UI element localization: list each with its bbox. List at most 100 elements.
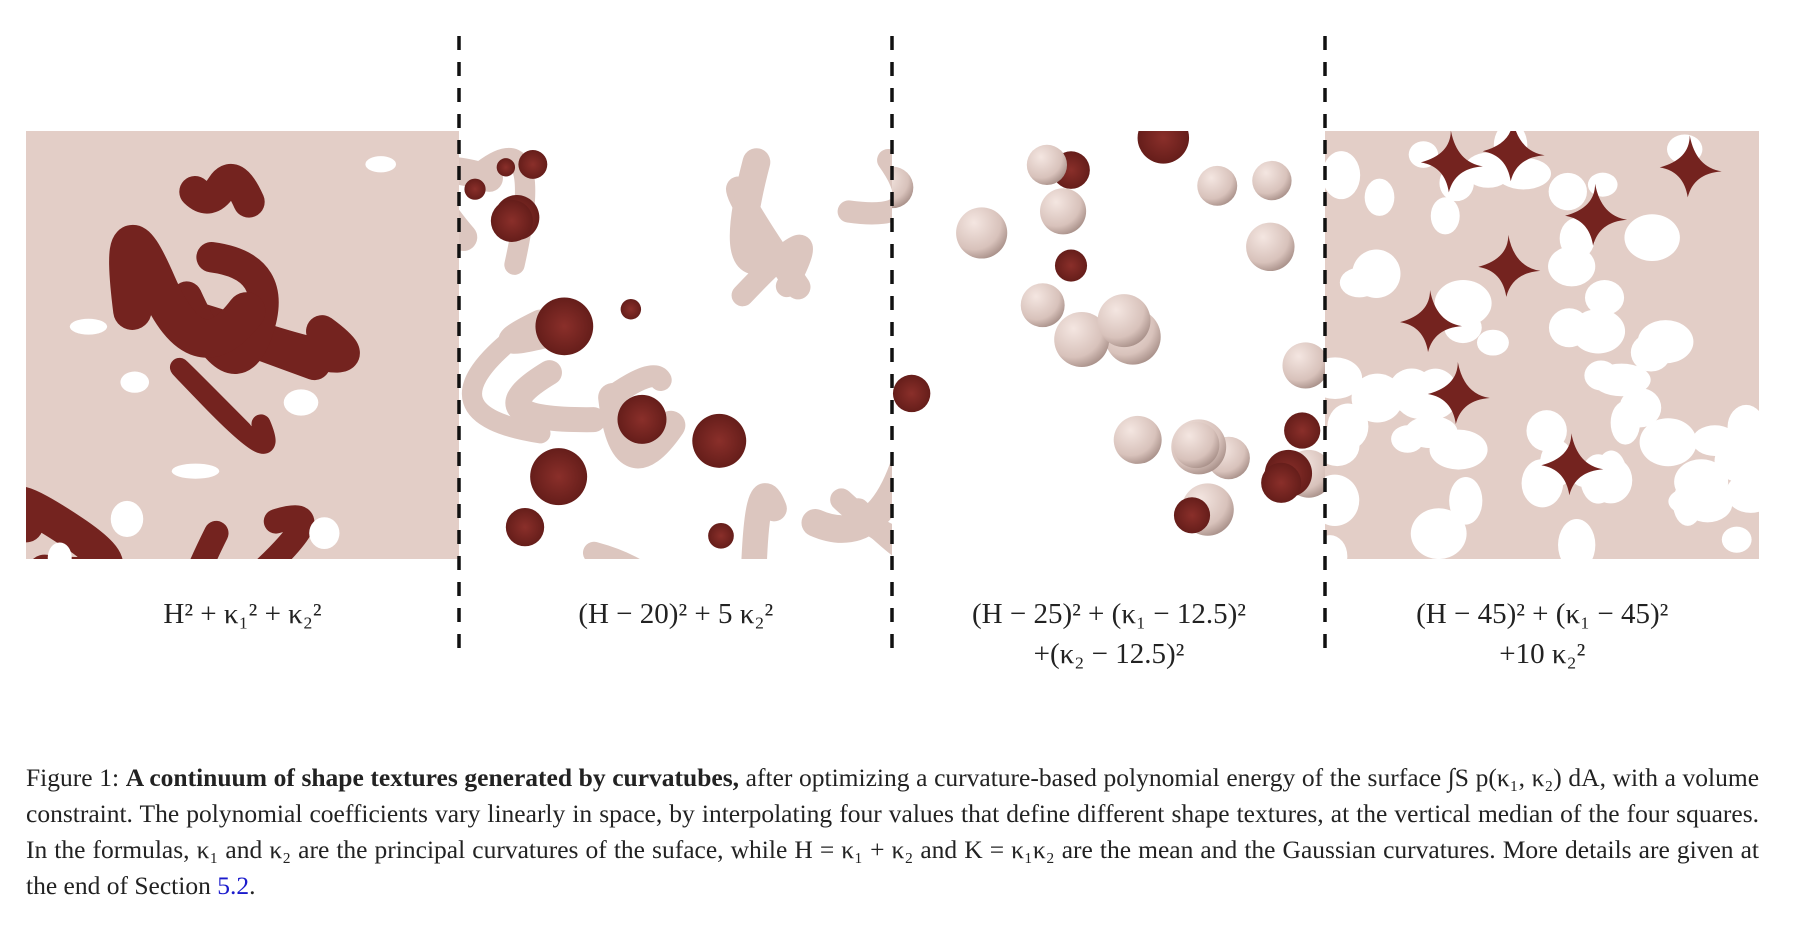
sphere xyxy=(1040,188,1087,235)
hole xyxy=(309,517,340,550)
pore xyxy=(1449,476,1483,525)
sphere xyxy=(1252,160,1292,201)
caption-label: Figure 1: xyxy=(26,763,120,792)
pore xyxy=(1548,308,1590,348)
tube xyxy=(801,457,892,543)
formula-line: H² + κ₁² + κ₂² xyxy=(163,598,322,630)
pore xyxy=(1476,329,1509,356)
pore xyxy=(1444,312,1482,344)
tube xyxy=(600,365,672,409)
pore xyxy=(1396,382,1443,419)
caption: Figure 1: A continuum of shape textures … xyxy=(26,760,1759,904)
sphere xyxy=(1054,311,1110,367)
sphere xyxy=(1054,249,1088,282)
hole xyxy=(171,463,220,479)
saddle xyxy=(1420,131,1483,193)
tube xyxy=(837,148,892,225)
section-link[interactable]: 5.2 xyxy=(217,871,250,900)
fold xyxy=(190,505,315,559)
tube xyxy=(598,383,686,469)
fold xyxy=(109,225,266,358)
texture-panel xyxy=(1325,131,1759,559)
hole xyxy=(47,542,72,559)
pore xyxy=(1637,320,1694,364)
formula: H² + κ₁² + κ₂² xyxy=(26,594,459,634)
caption-title: A continuum of shape textures generated … xyxy=(125,763,740,792)
hole xyxy=(120,371,150,393)
saddle xyxy=(1565,183,1628,246)
tube-end xyxy=(692,413,747,468)
pore xyxy=(1434,280,1492,327)
sphere xyxy=(1173,421,1220,469)
sphere xyxy=(1261,462,1302,503)
pore xyxy=(1325,474,1360,526)
saddle xyxy=(1482,131,1545,182)
tube-end xyxy=(535,297,594,356)
caption-body: after optimizing a curvature-based polyn… xyxy=(26,763,1760,900)
hole xyxy=(365,156,397,173)
pore xyxy=(1721,526,1752,553)
pore xyxy=(1351,373,1404,423)
texture-panel xyxy=(459,131,892,559)
sphere xyxy=(1097,294,1151,348)
tube xyxy=(498,309,558,354)
pore xyxy=(1668,486,1723,517)
pore xyxy=(1548,172,1587,211)
sphere xyxy=(956,207,1008,259)
sphere xyxy=(892,374,931,413)
formula: (H − 20)² + 5 κ₂² xyxy=(459,594,892,634)
pore xyxy=(1624,214,1680,262)
tube-end xyxy=(530,448,588,506)
hole xyxy=(110,500,144,538)
sphere xyxy=(892,166,914,209)
sphere xyxy=(1113,415,1162,464)
sphere xyxy=(1137,131,1190,164)
pore xyxy=(1592,363,1651,397)
sphere xyxy=(1284,412,1321,449)
sphere xyxy=(1282,342,1325,389)
tube-end xyxy=(708,522,734,549)
saddle xyxy=(1427,362,1490,425)
texture-panel xyxy=(26,131,459,559)
pore xyxy=(1325,357,1363,399)
tube xyxy=(505,360,607,433)
tube xyxy=(461,330,551,444)
fold xyxy=(179,164,265,218)
tube-end xyxy=(617,394,667,444)
tube-end xyxy=(490,199,533,242)
tube-end xyxy=(464,178,486,200)
tube-end xyxy=(505,507,545,547)
caption-end: . xyxy=(249,871,256,900)
hole xyxy=(69,318,108,335)
texture-panel xyxy=(892,131,1325,559)
pore xyxy=(1430,197,1460,235)
formula-line: +10 κ₂² xyxy=(1499,638,1586,670)
pore xyxy=(1610,400,1641,445)
pore xyxy=(1725,473,1759,513)
pore xyxy=(1587,172,1618,197)
saddle xyxy=(1541,433,1604,496)
tube xyxy=(731,234,813,307)
hole xyxy=(283,389,319,416)
pore xyxy=(1352,249,1401,298)
formula: (H − 45)² + (κ₁ − 45)² +10 κ₂² xyxy=(1326,594,1759,674)
tube-end xyxy=(620,299,642,320)
sphere xyxy=(1173,497,1211,534)
pore xyxy=(1558,519,1596,559)
sphere xyxy=(1020,283,1065,328)
saddle xyxy=(1478,234,1541,297)
formula-line: (H − 25)² + (κ₁ − 12.5)² xyxy=(972,598,1246,630)
fold xyxy=(26,487,122,559)
pore xyxy=(1325,151,1361,200)
pore xyxy=(1584,280,1625,316)
sphere xyxy=(1246,222,1295,272)
pore xyxy=(1410,508,1467,559)
formula-line: (H − 45)² + (κ₁ − 45)² xyxy=(1416,598,1669,630)
tube-end xyxy=(518,149,548,179)
pore xyxy=(1589,457,1633,504)
formula-line: +(κ₂ − 12.5)² xyxy=(1033,638,1185,670)
pore xyxy=(1325,535,1348,559)
pore xyxy=(1364,178,1395,216)
